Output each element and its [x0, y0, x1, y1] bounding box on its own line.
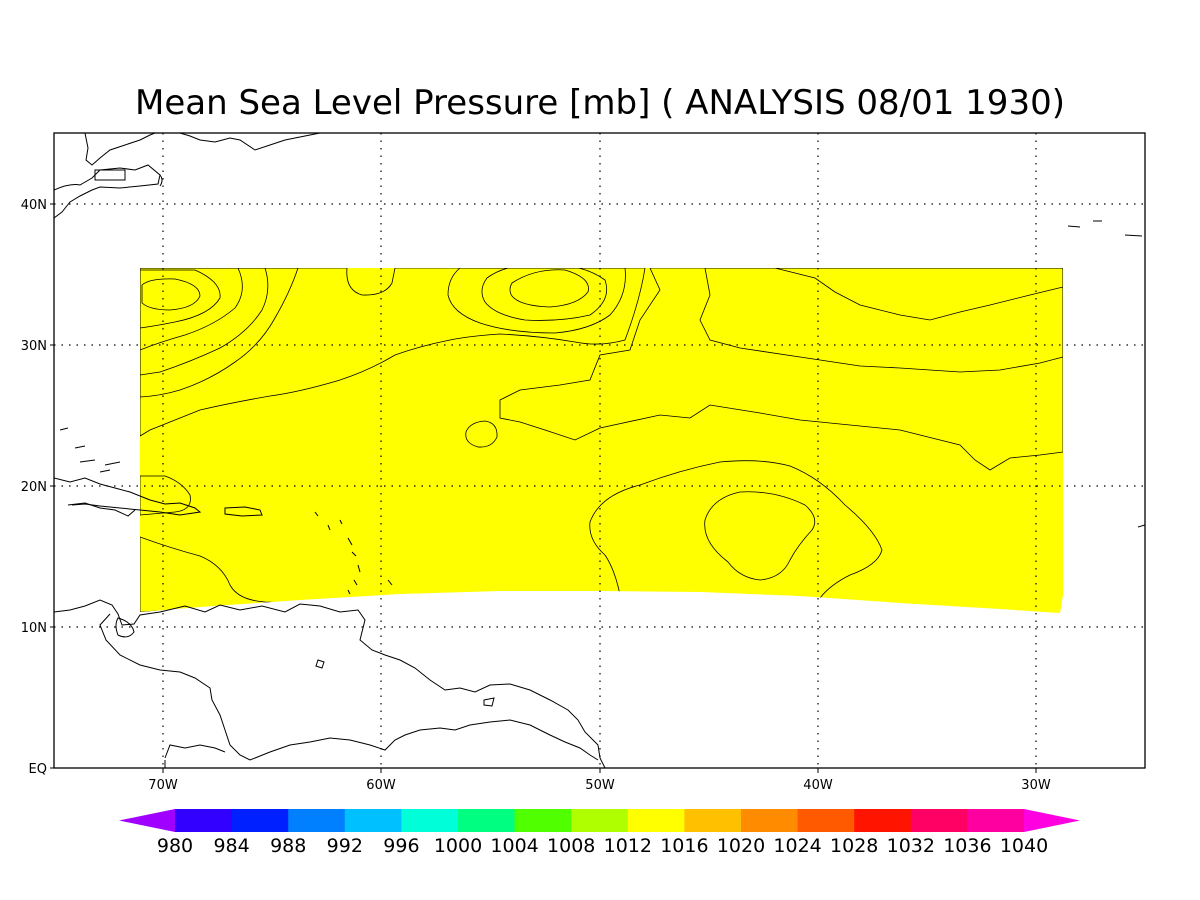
- colorbar-arrow-high: [1024, 809, 1080, 832]
- lat-label-30n: 30N: [21, 339, 47, 354]
- lat-tick-marks: [50, 203, 1037, 773]
- band-996-1000-west: [140, 268, 243, 351]
- band-1000-1004-west: [140, 268, 269, 376]
- band-992-996-west: [140, 269, 221, 329]
- colorbar-swatch: [514, 809, 572, 832]
- colorbar-label: 1008: [547, 835, 595, 857]
- colorbar-label: 1024: [773, 835, 821, 857]
- lon-label-70w: 70W: [148, 778, 178, 793]
- colorbar-label: 988: [270, 835, 306, 857]
- colorbar-swatch: [401, 809, 459, 832]
- coastline-cape-verde: [1137, 524, 1145, 528]
- band-1020-1024: [699, 268, 1063, 373]
- colorbar-swatch: [288, 809, 346, 832]
- coastline-northeast-us: [54, 164, 161, 219]
- coastline-bahamas: [59, 427, 121, 473]
- coastline-nova-scotia: [179, 133, 321, 151]
- colorbar-label: 1012: [604, 835, 652, 857]
- colorbar-swatch: [175, 809, 233, 832]
- graticule: [54, 133, 1145, 768]
- band-1004-1008-south: [704, 491, 816, 581]
- colorbar-swatch: [571, 809, 629, 832]
- colorbar-swatch: [627, 809, 685, 832]
- colorbar-swatch: [967, 809, 1025, 832]
- band-1004-1008-central: [447, 268, 626, 334]
- colorbar-arrow-low: [119, 809, 175, 832]
- band-1000-1004-central: [481, 268, 608, 321]
- pressure-field: [140, 268, 1063, 613]
- colorbar-label: 1020: [717, 835, 765, 857]
- colorbar: 980 984 988 992 996 1000 1004 1008 1012 1016 1020 1…: [119, 809, 1080, 857]
- lon-label-60w: 60W: [366, 778, 396, 793]
- band-1004-1008-west: [140, 268, 299, 398]
- coastline-new-england: [84, 133, 156, 166]
- coastline-azores: [1067, 220, 1143, 237]
- coastline-trinidad: [315, 659, 325, 669]
- lat-label-40n: 40N: [21, 198, 47, 213]
- coastline-lesser-antilles: [314, 511, 393, 595]
- colorbar-label: 1000: [434, 835, 482, 857]
- band-1024-1028: [774, 268, 1063, 321]
- colorbar-swatch: [344, 809, 402, 832]
- colorbar-swatch: [854, 809, 912, 832]
- lat-label-eq: EQ: [29, 762, 47, 777]
- colorbar-label: 1004: [490, 835, 538, 857]
- coastline-hispaniola: [67, 502, 136, 517]
- band-1008-1012-north: [140, 268, 646, 437]
- band-1008-1012-south: [589, 460, 883, 599]
- colorbar-swatch: [741, 809, 799, 832]
- coastline-south-edge: [164, 744, 226, 768]
- lat-label-20n: 20N: [21, 480, 47, 495]
- colorbar-label: 996: [383, 835, 419, 857]
- colorbar-label: 1028: [830, 835, 878, 857]
- lon-label-30w: 30W: [1021, 778, 1051, 793]
- lon-label-40w: 40W: [803, 778, 833, 793]
- colorbar-label: 1032: [887, 835, 935, 857]
- band-1008-1012-caribbean: [140, 536, 291, 613]
- coastline-lake-maracaibo: [115, 617, 135, 638]
- coastline-south-america: [54, 599, 606, 768]
- coastline-maine-detail: [94, 169, 126, 181]
- band-996-1000-central: [509, 269, 589, 308]
- colorbar-swatch: [684, 809, 742, 832]
- colorbar-swatch: [231, 809, 289, 832]
- coastline-cape-cod: [159, 174, 163, 187]
- band-1016-1020: [499, 268, 1063, 471]
- colorbar-label: 1036: [943, 835, 991, 857]
- colorbar-label: 1040: [1000, 835, 1048, 857]
- colorbar-label: 992: [327, 835, 363, 857]
- colorbar-label: 984: [213, 835, 249, 857]
- coastline-puerto-rico: [224, 506, 263, 517]
- colorbar-swatch: [797, 809, 855, 832]
- coastline-guiana: [483, 697, 495, 707]
- colorbar-label: 980: [157, 835, 193, 857]
- colorbar-label: 1016: [660, 835, 708, 857]
- coastlines: [54, 133, 1145, 768]
- lat-label-10n: 10N: [21, 621, 47, 636]
- colorbar-swatch: [458, 809, 516, 832]
- band-1012-1016: [140, 268, 1063, 613]
- lon-label-50w: 50W: [585, 778, 615, 793]
- map-title: Mean Sea Level Pressure [mb] ( ANALYSIS …: [135, 83, 1065, 123]
- colorbar-swatch: [910, 809, 968, 832]
- band-988-992-west: [141, 278, 201, 311]
- band-1016-1020-blob: [465, 420, 498, 448]
- coastline-cuba: [54, 477, 202, 516]
- band-1008-1012-hispaniola: [140, 475, 191, 516]
